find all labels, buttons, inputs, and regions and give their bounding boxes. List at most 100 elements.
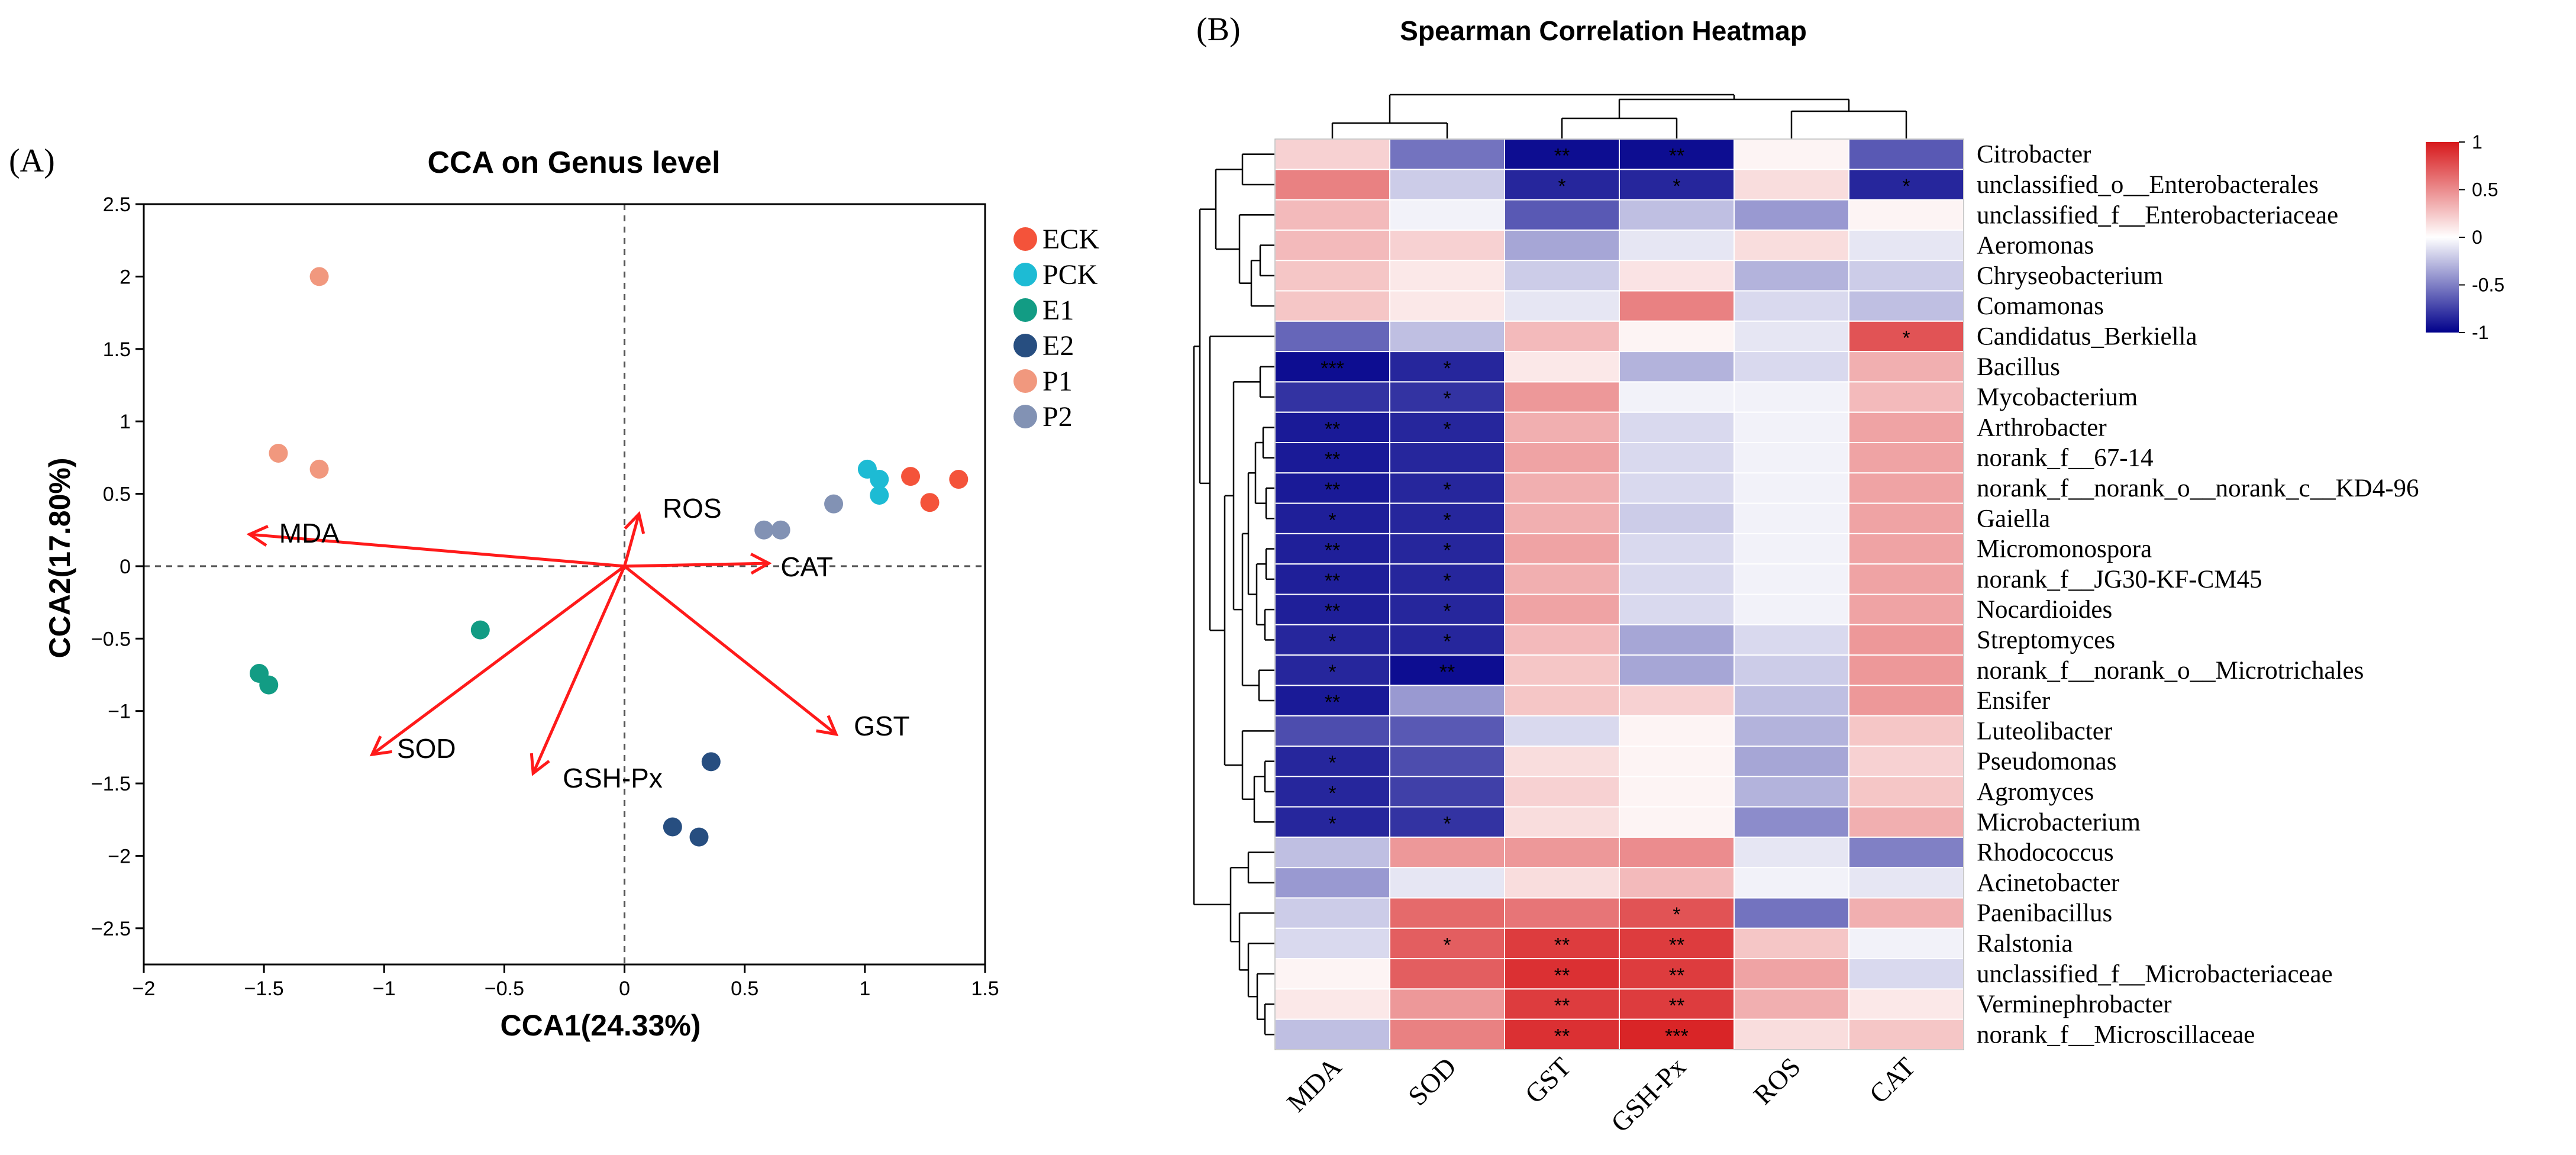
arrow-label: SOD — [397, 733, 456, 764]
heatmap-cell — [1734, 715, 1849, 747]
heatmap-cell — [1848, 533, 1964, 565]
row-label: unclassified_o__Enterobacterales — [1977, 171, 2319, 199]
row-label: Aeromonas — [1977, 232, 2094, 260]
heatmap-cell — [1734, 897, 1849, 929]
heatmap-panel: (B) Spearman Correlation Heatmap ** *** * *… — [1193, 11, 2504, 1138]
heatmap-cell — [1504, 685, 1620, 717]
heatmap-cell — [1848, 1018, 1964, 1050]
point-p1 — [269, 443, 288, 463]
legend-item-e1: E1 — [1013, 295, 1074, 326]
heatmap-cell — [1848, 746, 1964, 777]
heatmap-cell — [1504, 927, 1620, 960]
significance-marks: ** *** * ***** **** ***** ** *** *** *** ** ** *****… — [1321, 145, 1910, 1048]
significance-mark: ** — [1554, 995, 1570, 1017]
heatmap-cell — [1619, 442, 1735, 474]
row-label: Comamonas — [1977, 292, 2104, 320]
y-tick-label: −2.5 — [91, 918, 131, 940]
significance-mark: ** — [1325, 449, 1340, 471]
heatmap-cell — [1619, 472, 1735, 504]
heatmap-cell — [1274, 351, 1390, 383]
significance-mark: * — [1328, 812, 1336, 835]
heatmap-cell — [1274, 958, 1390, 990]
heatmap-cell — [1619, 381, 1735, 413]
heatmap-cell — [1848, 624, 1964, 656]
y-tick-label: 2.5 — [103, 193, 131, 216]
heatmap-cell — [1848, 351, 1964, 383]
heatmap-cell — [1848, 897, 1964, 929]
heatmap-cell — [1389, 320, 1505, 353]
heatmap-cell — [1619, 229, 1735, 262]
heatmap-cell — [1734, 411, 1849, 444]
legend-swatch — [1013, 263, 1037, 286]
x-tick-label: −2 — [133, 977, 156, 1000]
colorbar — [2426, 142, 2459, 333]
arrow-cat: CAT — [624, 551, 833, 582]
heatmap-title: Spearman Correlation Heatmap — [1400, 15, 1807, 46]
heatmap-cell — [1274, 229, 1390, 262]
cca-panel: (A) CCA on Genus level −2 −1.5 −1 −0.5 0 0.5 1… — [9, 143, 1099, 1042]
heatmap-cell — [1274, 138, 1390, 170]
heatmap-cell — [1389, 958, 1505, 990]
heatmap-cell — [1389, 533, 1505, 565]
point-eck — [949, 470, 969, 489]
heatmap-cell — [1734, 654, 1849, 686]
heatmap-cell — [1274, 897, 1390, 929]
heatmap-cell — [1389, 654, 1505, 686]
heatmap-cells — [1274, 138, 1964, 1050]
heatmap-cell — [1619, 411, 1735, 444]
significance-mark: * — [1443, 509, 1451, 531]
significance-mark: * — [1328, 752, 1336, 775]
cca-title: CCA on Genus level — [427, 146, 720, 180]
row-label: Luteolibacter — [1977, 717, 2112, 745]
significance-mark: ** — [1325, 540, 1340, 562]
y-tick-label: −1 — [108, 701, 131, 723]
cca-legend: ECK PCK E1 E2 P1 P2 — [1013, 224, 1099, 433]
heatmap-cell — [1734, 1018, 1849, 1050]
significance-mark: ** — [1554, 964, 1570, 987]
significance-mark: * — [1443, 357, 1451, 380]
heatmap-cell — [1274, 169, 1390, 201]
row-label: unclassified_f__Enterobacteriaceae — [1977, 201, 2338, 229]
heatmap-cell — [1619, 746, 1735, 777]
legend-label: PCK — [1042, 259, 1098, 291]
heatmap-cell — [1848, 988, 1964, 1020]
heatmap-cell — [1734, 746, 1849, 777]
heatmap-cell — [1848, 472, 1964, 504]
heatmap-cell — [1619, 563, 1735, 595]
heatmap-cell — [1389, 624, 1505, 656]
heatmap-cell — [1848, 927, 1964, 960]
heatmap-cell — [1389, 715, 1505, 747]
heatmap-cell — [1389, 442, 1505, 474]
heatmap-cell — [1734, 138, 1849, 170]
heatmap-cell — [1848, 442, 1964, 474]
y-tick-label: −0.5 — [91, 628, 131, 650]
heatmap-cell — [1619, 502, 1735, 534]
heatmap-cell — [1734, 776, 1849, 808]
heatmap-cell — [1619, 593, 1735, 625]
point-e1 — [259, 675, 279, 695]
heatmap-cell — [1389, 897, 1505, 929]
heatmap-cell — [1274, 836, 1390, 869]
heatmap-cell — [1389, 138, 1505, 170]
heatmap-cell — [1504, 715, 1620, 747]
legend-swatch — [1013, 369, 1037, 393]
cca-arrows: MDA ROS CAT GST SOD GSH-Px — [246, 493, 910, 793]
row-label: Gaiella — [1977, 505, 2050, 533]
row-label: norank_f__JG30-KF-CM45 — [1977, 566, 2262, 593]
row-label: Chryseobacterium — [1977, 262, 2163, 290]
heatmap-cell — [1274, 533, 1390, 565]
heatmap-cell — [1274, 927, 1390, 960]
heatmap-cell — [1848, 199, 1964, 231]
row-label: Ensifer — [1977, 687, 2050, 715]
heatmap-cell — [1734, 988, 1849, 1020]
heatmap-cell — [1734, 563, 1849, 595]
heatmap-cell — [1619, 897, 1735, 929]
point-eck — [901, 467, 921, 486]
heatmap-cell — [1274, 320, 1390, 353]
significance-mark: ** — [1669, 934, 1684, 956]
column-label: ROS — [1748, 1051, 1806, 1110]
heatmap-cell — [1734, 593, 1849, 625]
column-label: MDA — [1281, 1051, 1347, 1118]
heatmap-cell — [1504, 229, 1620, 262]
heatmap-cell — [1389, 199, 1505, 231]
